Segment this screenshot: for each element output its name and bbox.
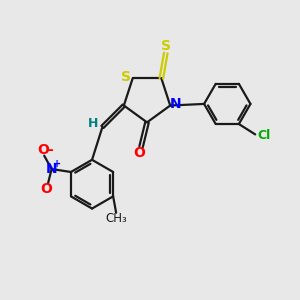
Text: +: + <box>53 159 61 169</box>
Text: O: O <box>40 182 52 196</box>
Text: Cl: Cl <box>257 129 271 142</box>
Text: N: N <box>170 97 182 111</box>
Text: S: S <box>121 70 131 84</box>
Text: -: - <box>47 143 53 157</box>
Text: N: N <box>46 162 57 176</box>
Text: O: O <box>37 143 49 157</box>
Text: H: H <box>88 117 99 130</box>
Text: CH₃: CH₃ <box>105 212 127 225</box>
Text: S: S <box>161 40 171 53</box>
Text: O: O <box>134 146 146 160</box>
